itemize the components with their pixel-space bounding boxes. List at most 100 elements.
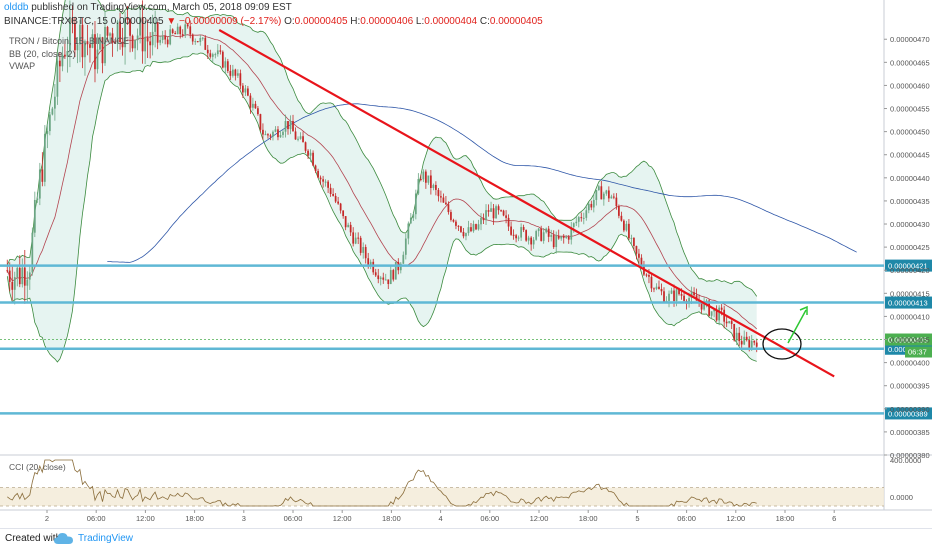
close-label: C:	[479, 16, 490, 27]
candle-body	[452, 219, 455, 222]
price-tick-label: 0.00000460	[890, 81, 930, 90]
candle-body	[640, 257, 643, 267]
candles	[6, 0, 758, 353]
candle-body	[257, 108, 259, 115]
candle-body	[522, 227, 525, 231]
candle-body	[450, 212, 452, 220]
candle-body	[680, 294, 683, 296]
candle-body	[407, 223, 410, 239]
legend-vwap[interactable]: VWAP	[9, 61, 36, 71]
tradingview-cloud-icon	[54, 533, 73, 544]
candle-body	[590, 203, 593, 208]
candle-body	[580, 217, 583, 219]
candle-body	[282, 131, 284, 136]
candle-body	[342, 210, 345, 217]
candle-body	[109, 33, 111, 36]
candle-body	[625, 223, 628, 231]
candle-body	[196, 41, 199, 43]
candle-body	[700, 302, 703, 310]
candle-body	[492, 208, 495, 219]
low-label: L:	[415, 16, 425, 27]
candle-body	[693, 292, 695, 296]
candle-body	[216, 50, 219, 55]
price-tick-label: 0.00000455	[890, 105, 930, 114]
time-axis[interactable]: 2 06:00 12:00 18:00 3 06:00 12:00 18:00 4 06:00 12…	[45, 510, 836, 523]
candle-body	[572, 223, 575, 228]
candle-body	[683, 295, 685, 301]
price-tick-label: 0.00000450	[890, 128, 930, 137]
candle-body	[394, 261, 397, 280]
price-change: −0.00000009 (−2.17%)	[179, 16, 282, 27]
candle-body	[567, 236, 570, 240]
price-tick-label: 0.00000430	[890, 220, 930, 229]
legend-bb[interactable]: BB (20, close, 2)	[9, 49, 76, 59]
candle-body	[48, 114, 51, 132]
level-label: 0.00000413	[888, 299, 928, 308]
candle-body	[247, 88, 249, 96]
candle-body	[236, 73, 239, 76]
candle-body	[618, 206, 620, 216]
candle-body	[309, 152, 312, 156]
candle-body	[337, 201, 340, 204]
cci-line	[7, 459, 757, 507]
candle-body	[277, 129, 279, 138]
legend-title[interactable]: TRON / Bitcoin, 15, BINANCE	[9, 36, 130, 46]
candle-body	[577, 217, 580, 222]
level-label: 0.00000389	[888, 409, 928, 418]
candle-body	[482, 217, 485, 221]
candle-body	[43, 133, 46, 182]
cci-tick-label: 400.0000	[890, 456, 921, 465]
candle-body	[430, 175, 432, 188]
candle-body	[126, 17, 129, 20]
candle-body	[620, 215, 623, 221]
candle-body	[131, 35, 134, 49]
candle-body	[718, 307, 721, 321]
candle-body	[703, 301, 705, 310]
horizontal-levels: 0.000004210.000004130.000004030.00000389…	[0, 259, 932, 420]
candle-body	[302, 136, 304, 143]
price-tick-label: 0.00000420	[890, 266, 930, 275]
candle-body	[124, 17, 126, 48]
candle-body	[204, 37, 207, 50]
candle-body	[231, 69, 234, 76]
chart-canvas: 0.000004210.000004130.000004030.00000389…	[0, 0, 932, 523]
candle-body	[166, 39, 169, 45]
candle-body	[121, 42, 124, 48]
candle-body	[297, 138, 299, 140]
candle-body	[585, 210, 588, 218]
price-axis[interactable]: 0.00000470 0.00000465 0.00000460 0.00000455…	[884, 35, 930, 460]
footer: Created with TradingView	[0, 528, 932, 551]
candle-body	[490, 208, 492, 212]
candle-body	[229, 70, 232, 76]
candle-body	[279, 135, 282, 138]
candle-body	[69, 17, 71, 52]
candle-body	[517, 237, 520, 239]
candle-body	[54, 96, 56, 109]
candle-body	[404, 238, 407, 255]
price-tick-label: 0.00000465	[890, 58, 930, 67]
candle-body	[206, 49, 209, 54]
candle-body	[532, 239, 535, 245]
candle-body	[495, 206, 497, 219]
candle-body	[748, 340, 751, 348]
candle-body	[442, 197, 445, 203]
candle-body	[670, 290, 673, 294]
candle-body	[527, 237, 530, 241]
candle-body	[372, 261, 375, 273]
time-tick-label: 18:00	[382, 514, 401, 523]
candle-body	[675, 289, 678, 302]
tradingview-brand-link[interactable]: TradingView	[78, 533, 134, 544]
bb-fill	[7, 0, 757, 362]
candle-body	[414, 193, 417, 215]
candle-body	[638, 253, 640, 258]
candle-body	[515, 235, 517, 239]
author-link[interactable]: olddb	[4, 2, 29, 13]
ellipse-marker	[762, 328, 802, 360]
candle-body	[254, 103, 257, 109]
candle-body	[287, 121, 289, 130]
candle-body	[116, 21, 119, 44]
price-tick-label: 0.00000440	[890, 174, 930, 183]
candle-body	[21, 267, 24, 285]
candle-body	[440, 196, 442, 198]
time-tick-label: 6	[832, 514, 836, 523]
